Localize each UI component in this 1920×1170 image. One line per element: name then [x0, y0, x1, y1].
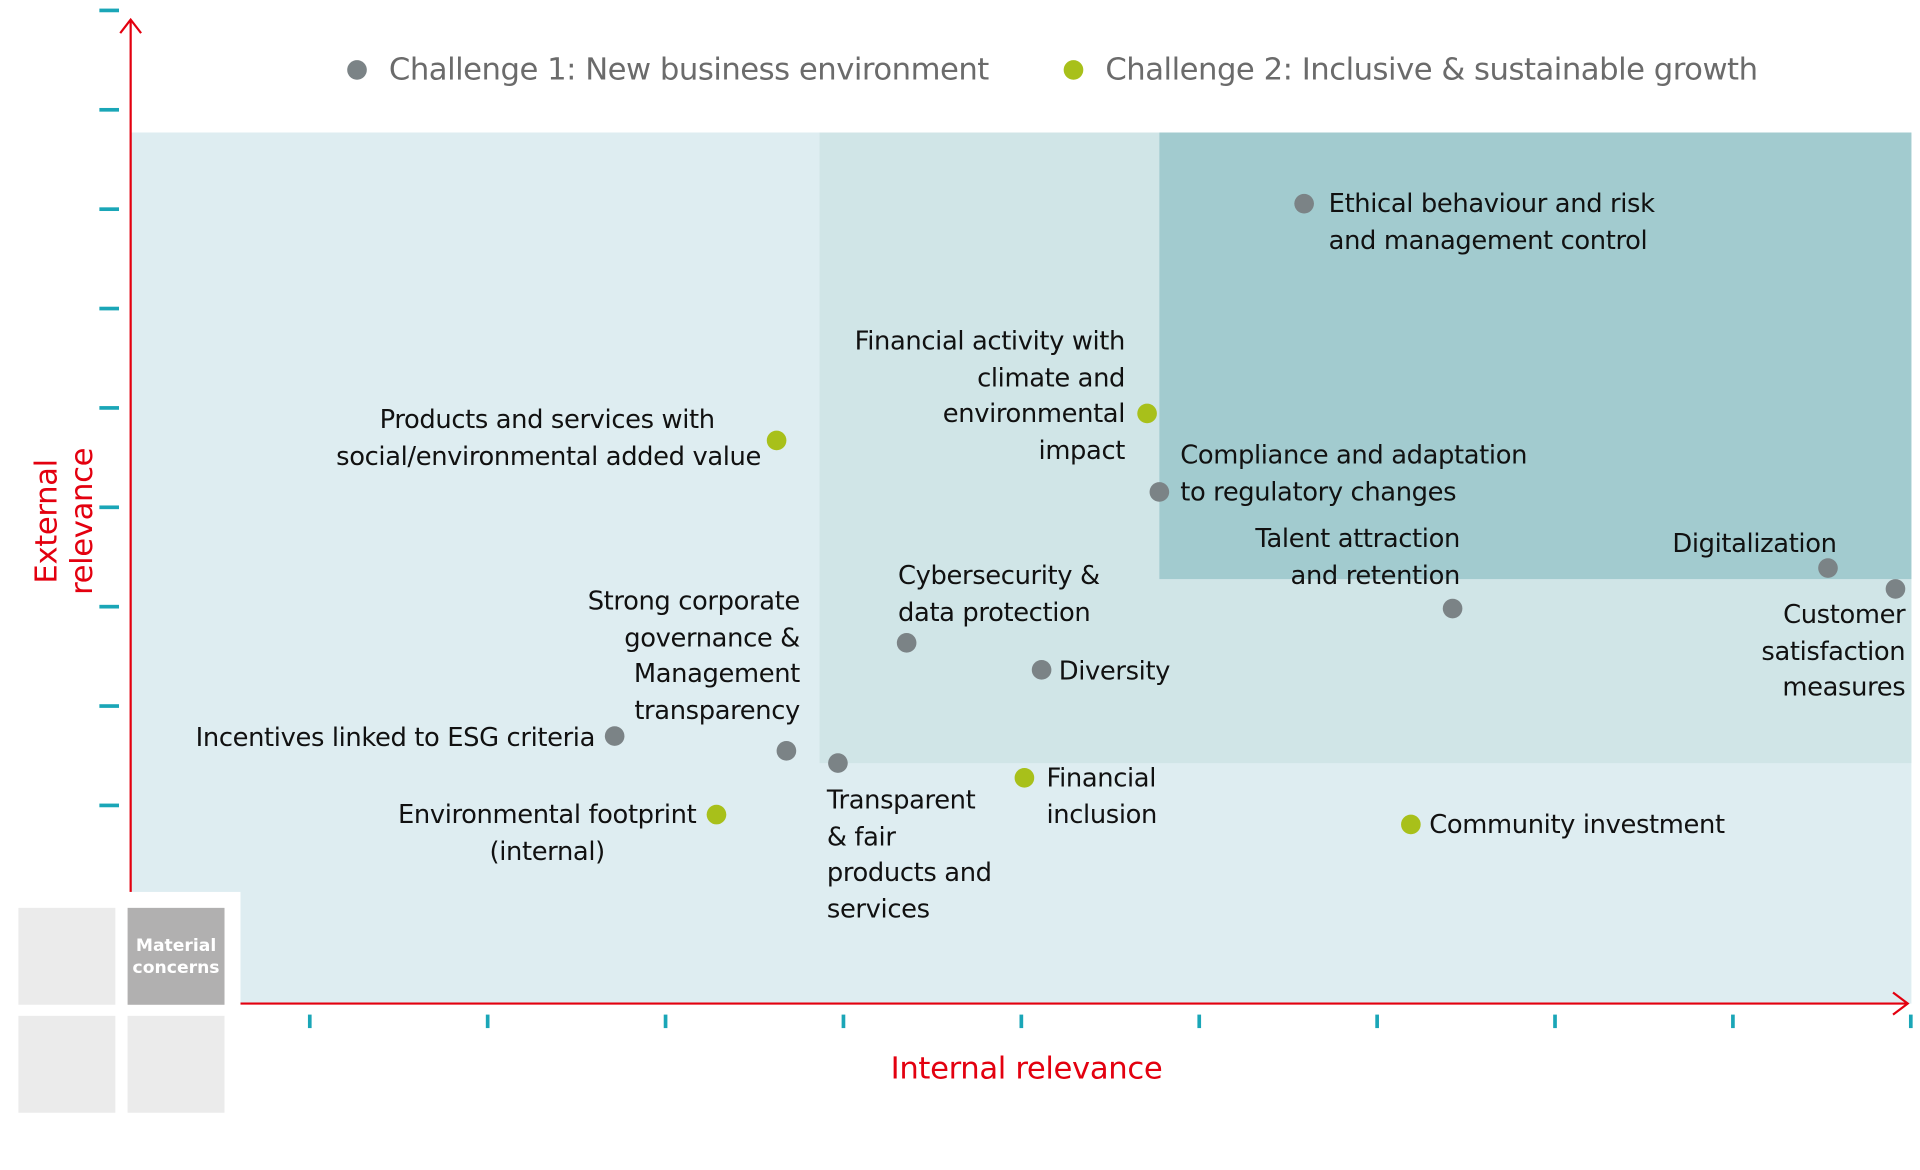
y-tick	[99, 504, 120, 509]
point-label: Environmental footprint (internal)	[397, 799, 697, 866]
y-tick	[99, 107, 120, 112]
data-point	[1014, 768, 1035, 788]
point-label: Community investment	[1429, 809, 1725, 840]
data-point	[1818, 558, 1839, 579]
y-tick	[99, 604, 120, 608]
data-point	[767, 430, 787, 450]
x-tick	[307, 1014, 312, 1029]
x-tick	[1730, 1014, 1735, 1029]
legend-challenge-2: Challenge 2: Inclusive & sustainable gro…	[1063, 51, 1758, 88]
x-tick	[1552, 1014, 1557, 1029]
data-point	[1443, 598, 1463, 618]
point-label: Financial activity with climate and envi…	[854, 326, 1126, 465]
data-point	[827, 753, 848, 773]
legend-dot-green	[1063, 59, 1084, 80]
y-tick	[99, 7, 120, 12]
data-point	[1137, 403, 1157, 424]
x-tick	[1374, 1014, 1379, 1029]
key-cell-material-concerns: Material concerns	[127, 907, 225, 1005]
key-cell	[18, 1015, 116, 1113]
point-label: Cybersecurity & data protection	[898, 560, 1100, 627]
materiality-key: Material concerns	[0, 891, 241, 1126]
x-tick	[663, 1014, 667, 1029]
y-tick	[99, 306, 120, 310]
y-tick	[99, 703, 120, 708]
y-tick	[99, 802, 120, 807]
zone-3	[1159, 132, 1912, 580]
x-axis-arrow	[1892, 991, 1910, 1016]
y-tick	[99, 206, 120, 211]
y-tick	[99, 405, 120, 410]
data-point	[605, 726, 625, 747]
point-label: Diversity	[1058, 656, 1171, 686]
point-label: Transparent & fair products and services	[826, 785, 992, 924]
data-point	[1293, 193, 1314, 214]
point-label: Digitalization	[1672, 528, 1837, 559]
data-point	[706, 804, 727, 825]
legend-dot-gray	[347, 59, 367, 80]
y-axis-title: External relevance	[28, 447, 100, 595]
x-tick	[1018, 1014, 1023, 1029]
point-label: Talent attraction and retention	[1255, 523, 1460, 590]
point-label: Strong corporate governance & Management…	[587, 586, 801, 725]
x-tick	[1908, 1014, 1913, 1029]
data-point	[1400, 814, 1421, 835]
point-label: Ethical behaviour and risk and managemen…	[1328, 188, 1655, 255]
x-tick	[1196, 1014, 1201, 1029]
point-label: Customer satisfaction measures	[1761, 599, 1906, 702]
data-point	[897, 633, 917, 653]
point-label: Financial inclusion	[1046, 763, 1158, 829]
x-tick	[840, 1014, 845, 1029]
key-cell	[127, 1015, 225, 1113]
data-point	[1149, 481, 1170, 502]
point-label: Compliance and adaptation to regulatory …	[1180, 440, 1528, 507]
x-axis-title: Internal relevance	[890, 1050, 1163, 1086]
legend-label: Challenge 1: New business environment	[388, 51, 989, 88]
data-point	[1032, 659, 1052, 680]
point-label: Incentives linked to ESG criteria	[195, 722, 596, 753]
point-label: Products and services with social/enviro…	[336, 404, 762, 471]
y-axis-arrow	[119, 17, 142, 34]
data-point	[1886, 579, 1906, 599]
data-point	[776, 741, 796, 761]
key-cell	[18, 907, 116, 1005]
x-tick	[485, 1014, 489, 1029]
legend-challenge-1: Challenge 1: New business environment	[347, 51, 989, 88]
legend-label: Challenge 2: Inclusive & sustainable gro…	[1105, 51, 1758, 88]
